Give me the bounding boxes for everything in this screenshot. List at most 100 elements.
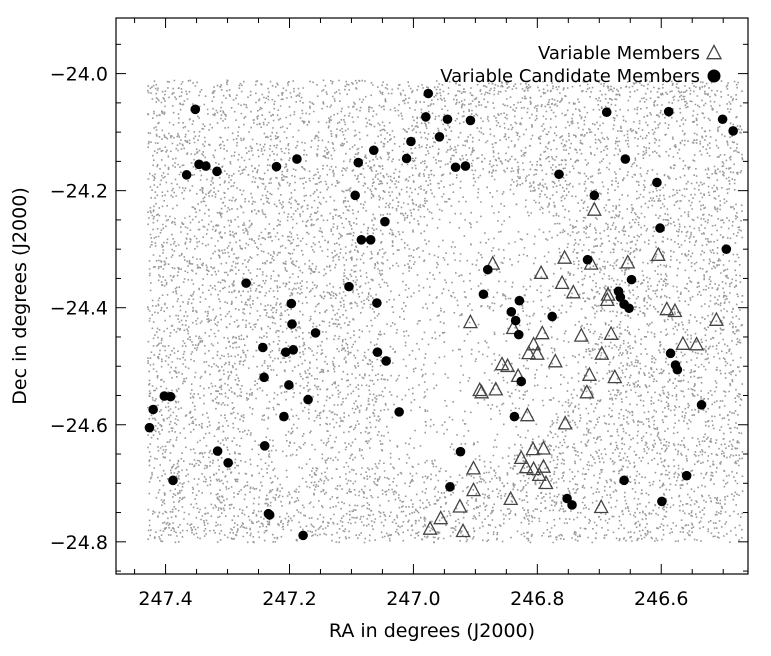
variable-candidate-point — [344, 281, 354, 292]
variable-member-point — [452, 498, 468, 513]
variable-candidate-point — [554, 169, 564, 180]
variable-candidate-point — [406, 136, 416, 147]
variable-candidate-point — [619, 475, 629, 486]
variable-candidate-point — [372, 298, 382, 308]
data-points — [144, 88, 738, 541]
variable-candidate-point — [298, 530, 308, 541]
field-stars — [147, 79, 744, 544]
variable-candidate-point — [506, 307, 517, 317]
x-tick-label: 246.6 — [634, 588, 688, 610]
variable-candidate-point — [165, 391, 176, 402]
variable-member-point — [485, 255, 501, 270]
variable-candidate-point — [168, 475, 178, 486]
variable-member-point — [455, 522, 471, 538]
variable-candidate-point — [381, 356, 391, 366]
variable-member-point — [620, 254, 636, 269]
y-tick-label: −24.8 — [50, 532, 108, 554]
variable-candidate-point — [672, 364, 683, 375]
y-tick-label: −24.0 — [50, 64, 108, 86]
variable-member-point — [667, 302, 683, 318]
variable-candidate-point — [423, 88, 434, 99]
variable-candidate-point — [442, 114, 453, 125]
variable-member-point — [554, 274, 570, 290]
variable-member-point — [462, 313, 478, 329]
variable-member-point — [557, 249, 573, 264]
variable-candidate-point — [372, 347, 383, 357]
variable-candidate-point — [655, 223, 665, 233]
variable-candidate-point — [509, 411, 520, 422]
variable-candidate-point — [728, 126, 738, 136]
variable-candidate-point — [380, 216, 390, 227]
variable-member-point — [525, 440, 541, 456]
variable-candidate-point — [652, 177, 662, 188]
variable-member-point — [465, 481, 482, 497]
variable-member-point — [659, 301, 675, 316]
y-axis-title: Dec in degrees (J2000) — [9, 187, 31, 404]
variable-candidate-point — [223, 458, 233, 468]
variable-candidate-point — [259, 372, 269, 383]
variable-member-point — [547, 353, 563, 368]
variable-candidate-point — [280, 347, 291, 357]
x-tick-label: 247.2 — [262, 588, 316, 610]
variable-candidate-point — [721, 244, 732, 254]
variable-candidate-point — [455, 446, 466, 457]
variable-candidate-point — [212, 166, 222, 177]
variable-candidate-point — [624, 303, 634, 314]
variable-candidate-point — [478, 289, 489, 300]
variable-candidate-point — [148, 404, 158, 415]
variable-member-point — [500, 357, 516, 373]
variable-member-point — [422, 520, 438, 535]
legend-triangle-marker — [705, 44, 723, 60]
y-tick-label: −24.4 — [50, 298, 108, 320]
x-axis-title: RA in degrees (J2000) — [329, 620, 535, 642]
variable-candidate-point — [615, 292, 626, 302]
variable-member-point — [675, 335, 691, 350]
variable-candidate-point — [445, 481, 455, 492]
variable-candidate-point — [582, 254, 593, 265]
legend-circle-marker — [707, 69, 721, 83]
variable-candidate-point — [356, 235, 367, 245]
variable-member-point — [650, 246, 666, 261]
plot-border — [115, 17, 749, 575]
variable-candidate-point — [310, 328, 321, 338]
variable-candidate-point — [241, 278, 251, 288]
variable-member-point — [533, 264, 549, 280]
y-tick-label: −24.6 — [50, 415, 108, 437]
variable-member-point — [600, 286, 616, 301]
x-tick-label: 246.8 — [510, 588, 564, 610]
variable-member-point — [534, 325, 550, 340]
axis-ticks: 247.4 247.2 247.0 246.8 246.6 −24.0 −24.2 −24.4… — [50, 18, 748, 610]
variable-candidate-point — [657, 496, 667, 507]
variable-member-point — [581, 366, 597, 381]
variable-candidate-point — [601, 107, 612, 118]
variable-candidate-point — [421, 112, 431, 122]
y-tick-label: −24.2 — [50, 181, 108, 203]
variable-candidate-point — [258, 342, 268, 353]
variable-candidate-point — [353, 157, 364, 168]
variable-candidate-point — [460, 161, 471, 171]
variable-candidate-point — [201, 161, 211, 171]
variable-candidate-point — [510, 315, 521, 326]
variable-candidate-point — [450, 162, 461, 173]
x-tick-label: 247.4 — [138, 588, 192, 610]
variable-candidate-point — [284, 380, 294, 390]
variable-candidate-point — [681, 470, 692, 481]
variable-candidate-point — [620, 154, 631, 164]
variable-member-point — [557, 415, 573, 430]
variable-member-point — [689, 336, 705, 351]
variable-member-point — [529, 345, 545, 360]
variable-candidate-point — [465, 115, 476, 126]
variable-candidate-point — [696, 400, 707, 410]
variable-member-point — [465, 460, 482, 475]
variable-member-point — [526, 336, 542, 351]
variable-member-point — [503, 490, 519, 506]
variable-candidate-point — [259, 441, 270, 451]
variable-candidate-point — [288, 345, 299, 355]
variable-member-point — [565, 284, 581, 299]
variable-candidate-point — [513, 329, 524, 340]
variable-candidate-point — [547, 311, 558, 322]
variable-member-point — [603, 325, 619, 340]
variable-member-point — [535, 458, 552, 473]
